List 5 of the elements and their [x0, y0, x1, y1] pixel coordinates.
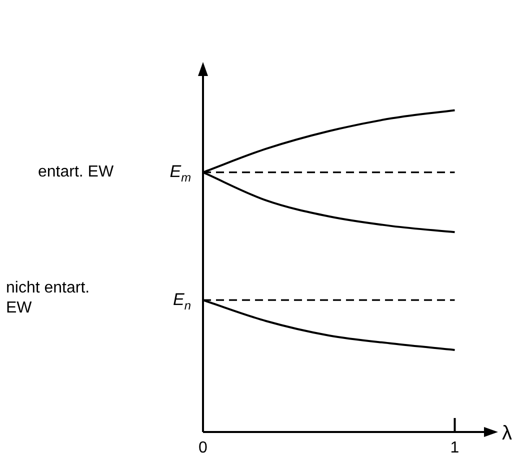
x-axis-title: λ	[502, 422, 512, 445]
x-tick-label: 1	[450, 439, 460, 456]
text: nicht entart. EW	[6, 279, 90, 316]
text: entart. EW	[38, 164, 114, 181]
x-tick-label: 0	[198, 439, 208, 456]
